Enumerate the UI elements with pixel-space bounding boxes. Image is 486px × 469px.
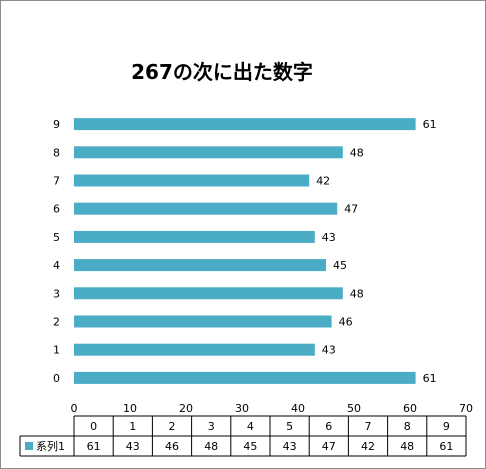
x-tick-label-10: 10 [123,402,137,415]
table-value-4: 45 [243,440,257,453]
chart-title: 267の次に出た数字 [131,60,313,84]
y-tick-label-8: 8 [53,146,60,159]
table-value-8: 48 [400,440,414,453]
table-value-7: 42 [361,440,375,453]
bar-3 [74,287,343,300]
x-axis-ticks: 0 10 20 30 40 50 60 70 [71,402,474,415]
data-label-9: 61 [423,118,437,131]
table-value-6: 47 [322,440,336,453]
bar-2 [74,315,332,328]
x-tick-label-70: 70 [459,402,473,415]
table-header-5: 5 [286,420,293,433]
data-label-7: 42 [316,175,330,188]
bar-7 [74,174,310,187]
y-tick-label-4: 4 [53,259,60,272]
bar-4 [74,259,326,272]
bar-1 [74,343,315,356]
x-tick-label-0: 0 [71,402,78,415]
y-tick-label-6: 6 [53,203,60,216]
data-labels: 61 43 46 48 45 43 47 42 48 61 [316,118,436,385]
x-tick-label-40: 40 [291,402,305,415]
bar-5 [74,230,315,243]
data-label-1: 43 [322,344,336,357]
table-header-7: 7 [365,420,372,433]
table-value-5: 43 [283,440,297,453]
table-header-4: 4 [247,420,254,433]
legend-key [25,442,33,450]
data-label-6: 47 [344,203,358,216]
table-header-9: 9 [443,420,450,433]
series-name: 系列1 [36,439,65,453]
x-tick-label-20: 20 [179,402,193,415]
bar-6 [74,202,338,215]
y-tick-label-2: 2 [53,316,60,329]
bar-0 [74,371,416,384]
bar-9 [74,118,416,131]
table-header-6: 6 [325,420,332,433]
y-axis-labels: 0 1 2 3 4 5 6 7 8 9 [53,118,60,385]
bar-8 [74,146,343,159]
y-tick-label-0: 0 [53,372,60,385]
table-header-2: 2 [169,420,176,433]
data-label-5: 43 [322,231,336,244]
bars-group [74,118,416,384]
y-tick-label-5: 5 [53,231,60,244]
x-tick-label-30: 30 [235,402,249,415]
y-tick-label-7: 7 [53,175,60,188]
data-label-8: 48 [350,146,364,159]
data-label-2: 46 [339,316,353,329]
table-value-0: 61 [87,440,101,453]
x-tick-label-50: 50 [347,402,361,415]
y-tick-label-3: 3 [53,287,60,300]
table-header-3: 3 [208,420,215,433]
y-tick-label-1: 1 [53,344,60,357]
data-table: 0 61 1 43 2 46 3 48 4 45 5 43 6 47 7 42 8 48 9 61 系列1 [19,415,467,457]
table-value-1: 43 [126,440,140,453]
table-value-9: 61 [439,440,453,453]
y-tick-label-9: 9 [53,118,60,131]
table-header-8: 8 [404,420,411,433]
table-header-1: 1 [129,420,136,433]
x-tick-label-60: 60 [403,402,417,415]
table-header-0: 0 [90,420,97,433]
data-label-0: 61 [423,372,437,385]
table-value-3: 48 [204,440,218,453]
data-label-4: 45 [333,259,347,272]
table-value-2: 46 [165,440,179,453]
data-label-3: 48 [350,287,364,300]
